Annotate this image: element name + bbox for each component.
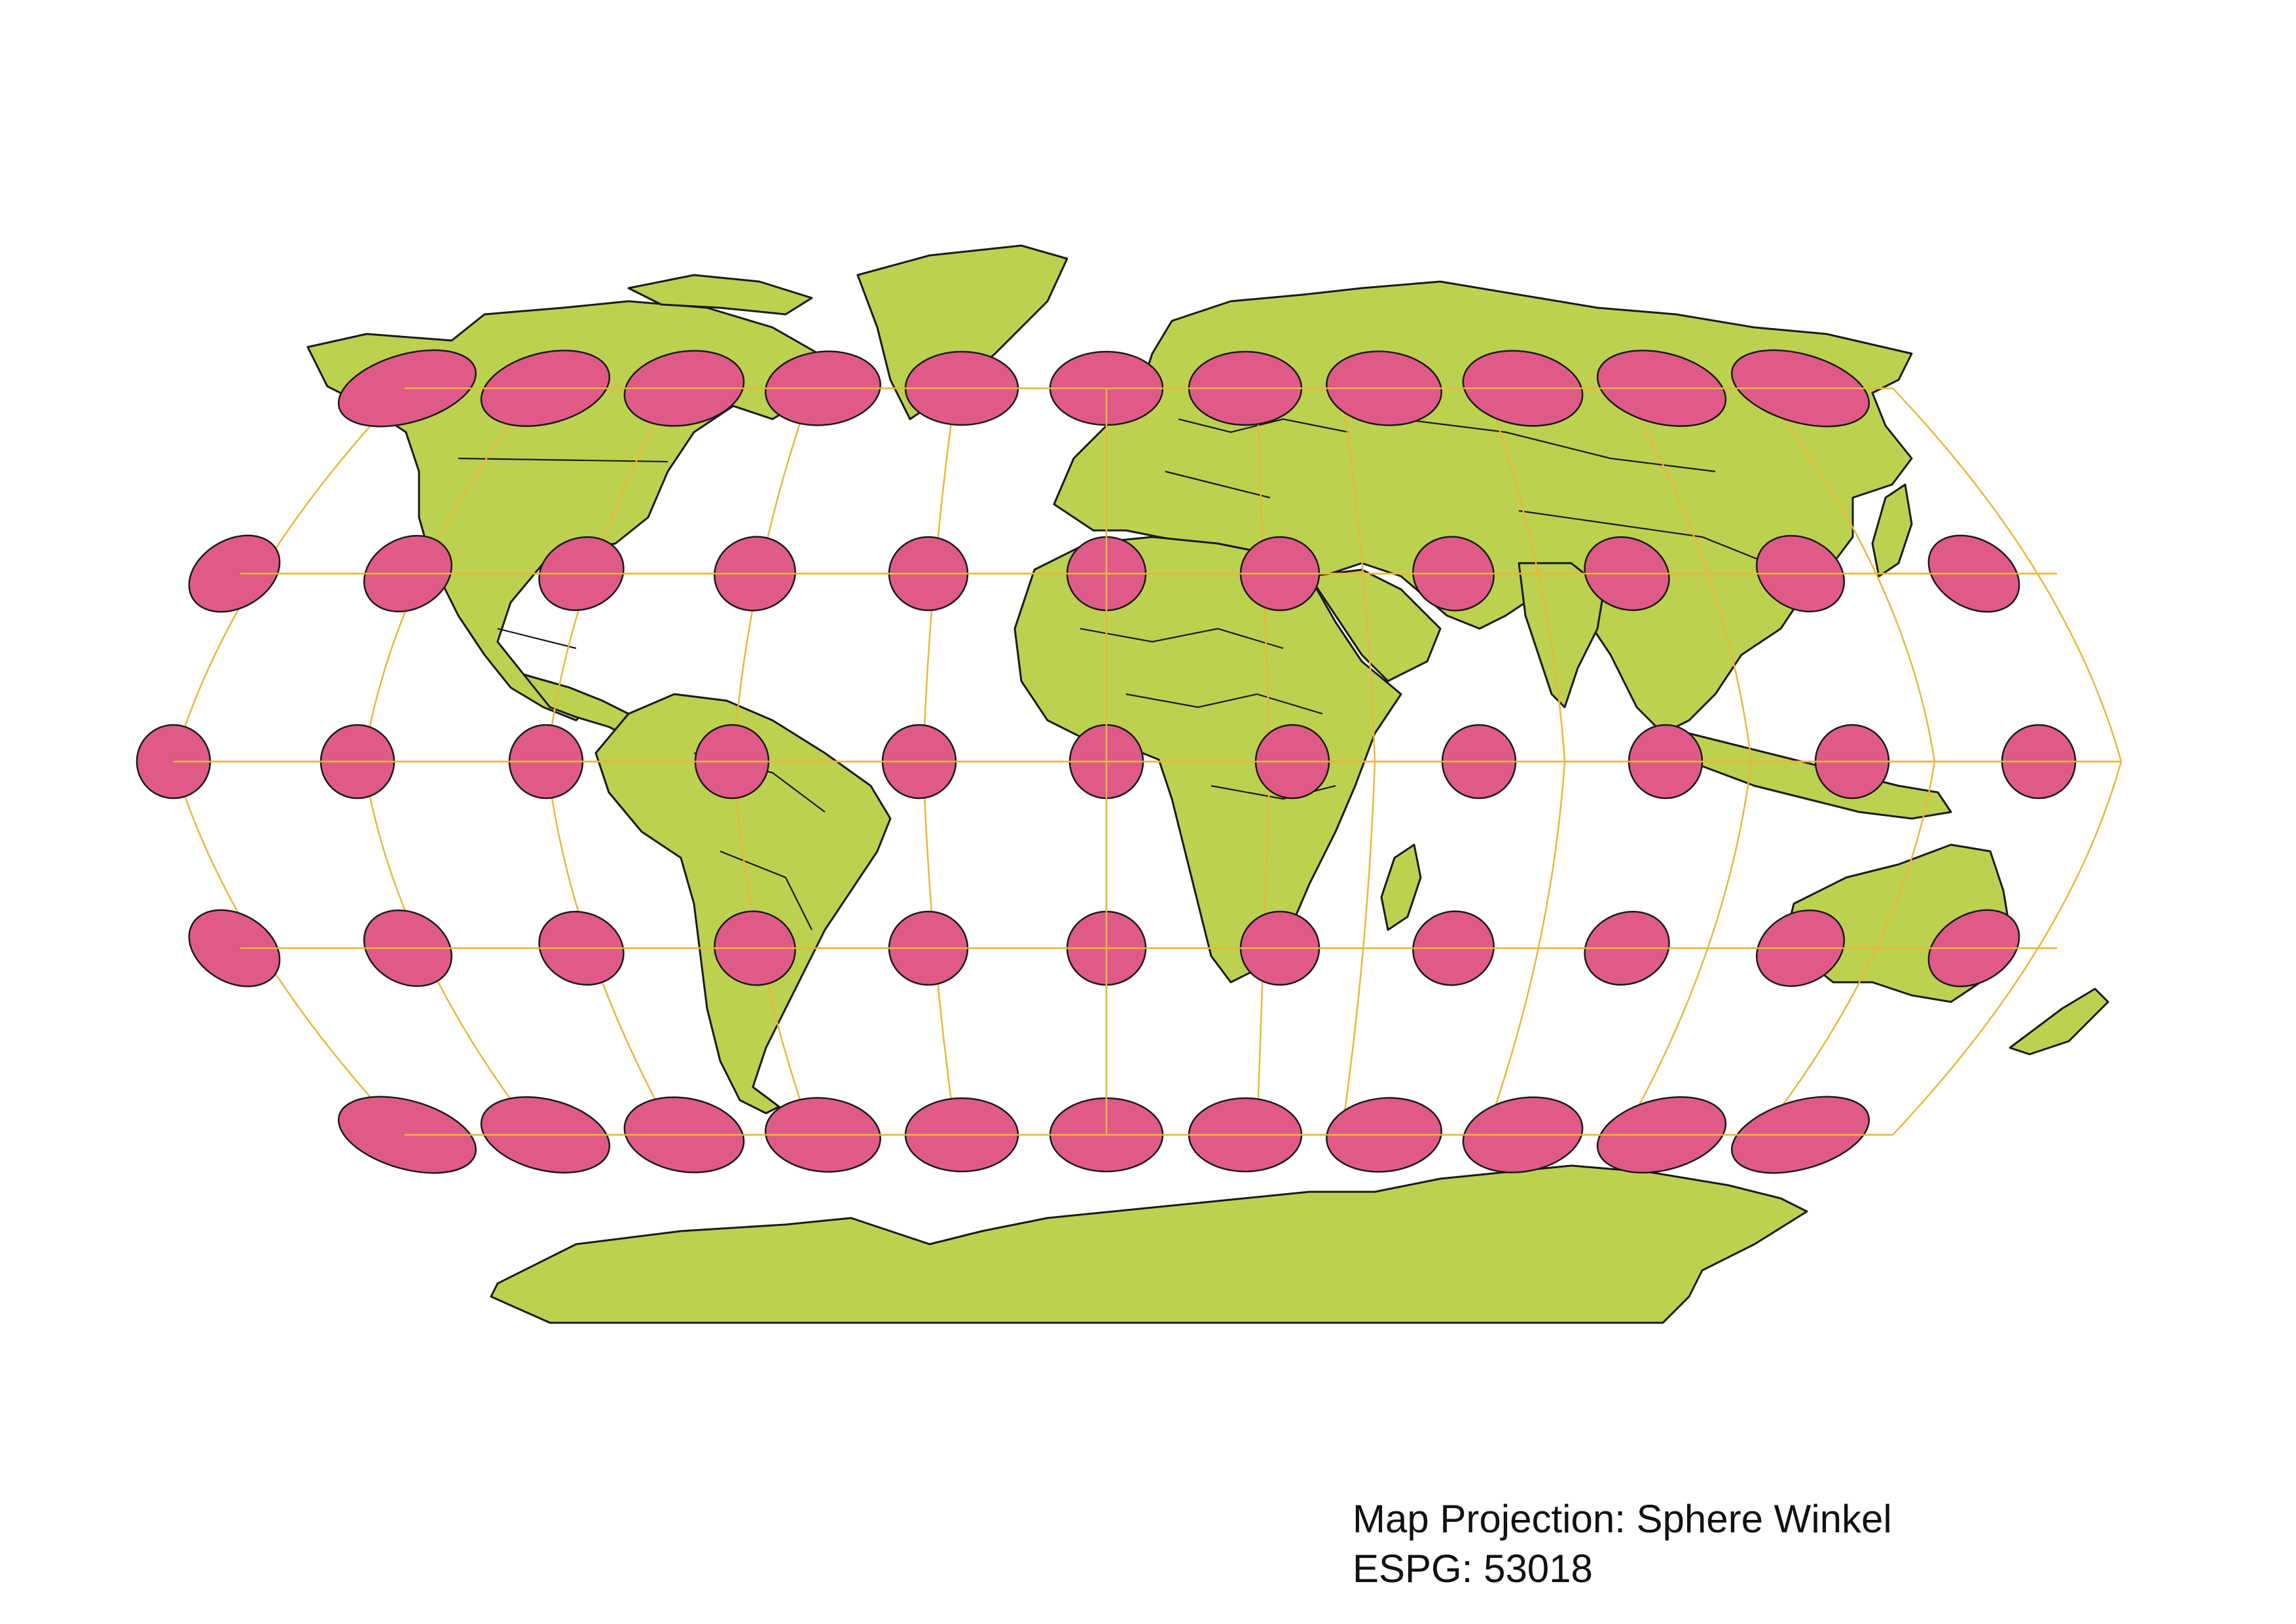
indicatrix-30s (188, 909, 281, 987)
arabia-landmass (1308, 568, 1442, 682)
indicatrix-30n (188, 534, 281, 613)
map-caption: Map Projection: Sphere Winkel ESPG: 5301… (1353, 1494, 1892, 1594)
japan-landmass (1871, 483, 1913, 578)
epsg-label: ESPG: 53018 (1353, 1547, 1593, 1591)
new-zealand-landmass (2009, 987, 2109, 1056)
border-line (720, 850, 812, 931)
arctic-islands-landmass (627, 274, 813, 316)
border-line (1125, 693, 1323, 715)
graticule-overlay-layer (173, 387, 2121, 1136)
border-line (1165, 470, 1271, 499)
madagascar-landmass (1380, 843, 1422, 931)
border-line (1211, 784, 1336, 800)
border-line (1178, 418, 1349, 434)
border-line (497, 627, 577, 650)
projection-label: Map Projection: Sphere Winkel (1353, 1497, 1892, 1541)
antarctica-landmass (490, 1164, 1808, 1324)
border-line (1080, 627, 1284, 650)
border-line (1518, 509, 1768, 564)
south-america-landmass (594, 693, 892, 1115)
border-line (458, 457, 668, 463)
